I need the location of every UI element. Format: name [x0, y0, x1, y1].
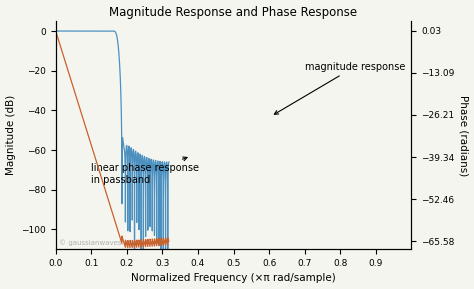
X-axis label: Normalized Frequency (×π rad/sample): Normalized Frequency (×π rad/sample): [131, 273, 336, 284]
Text: magnitude response: magnitude response: [274, 62, 405, 114]
Text: linear phase response
in passband: linear phase response in passband: [91, 157, 199, 185]
Text: © gaussianwaves.com: © gaussianwaves.com: [59, 239, 139, 246]
Y-axis label: Phase (radians): Phase (radians): [458, 95, 468, 176]
Title: Magnitude Response and Phase Response: Magnitude Response and Phase Response: [109, 5, 357, 18]
Y-axis label: Magnitude (dB): Magnitude (dB): [6, 95, 16, 175]
